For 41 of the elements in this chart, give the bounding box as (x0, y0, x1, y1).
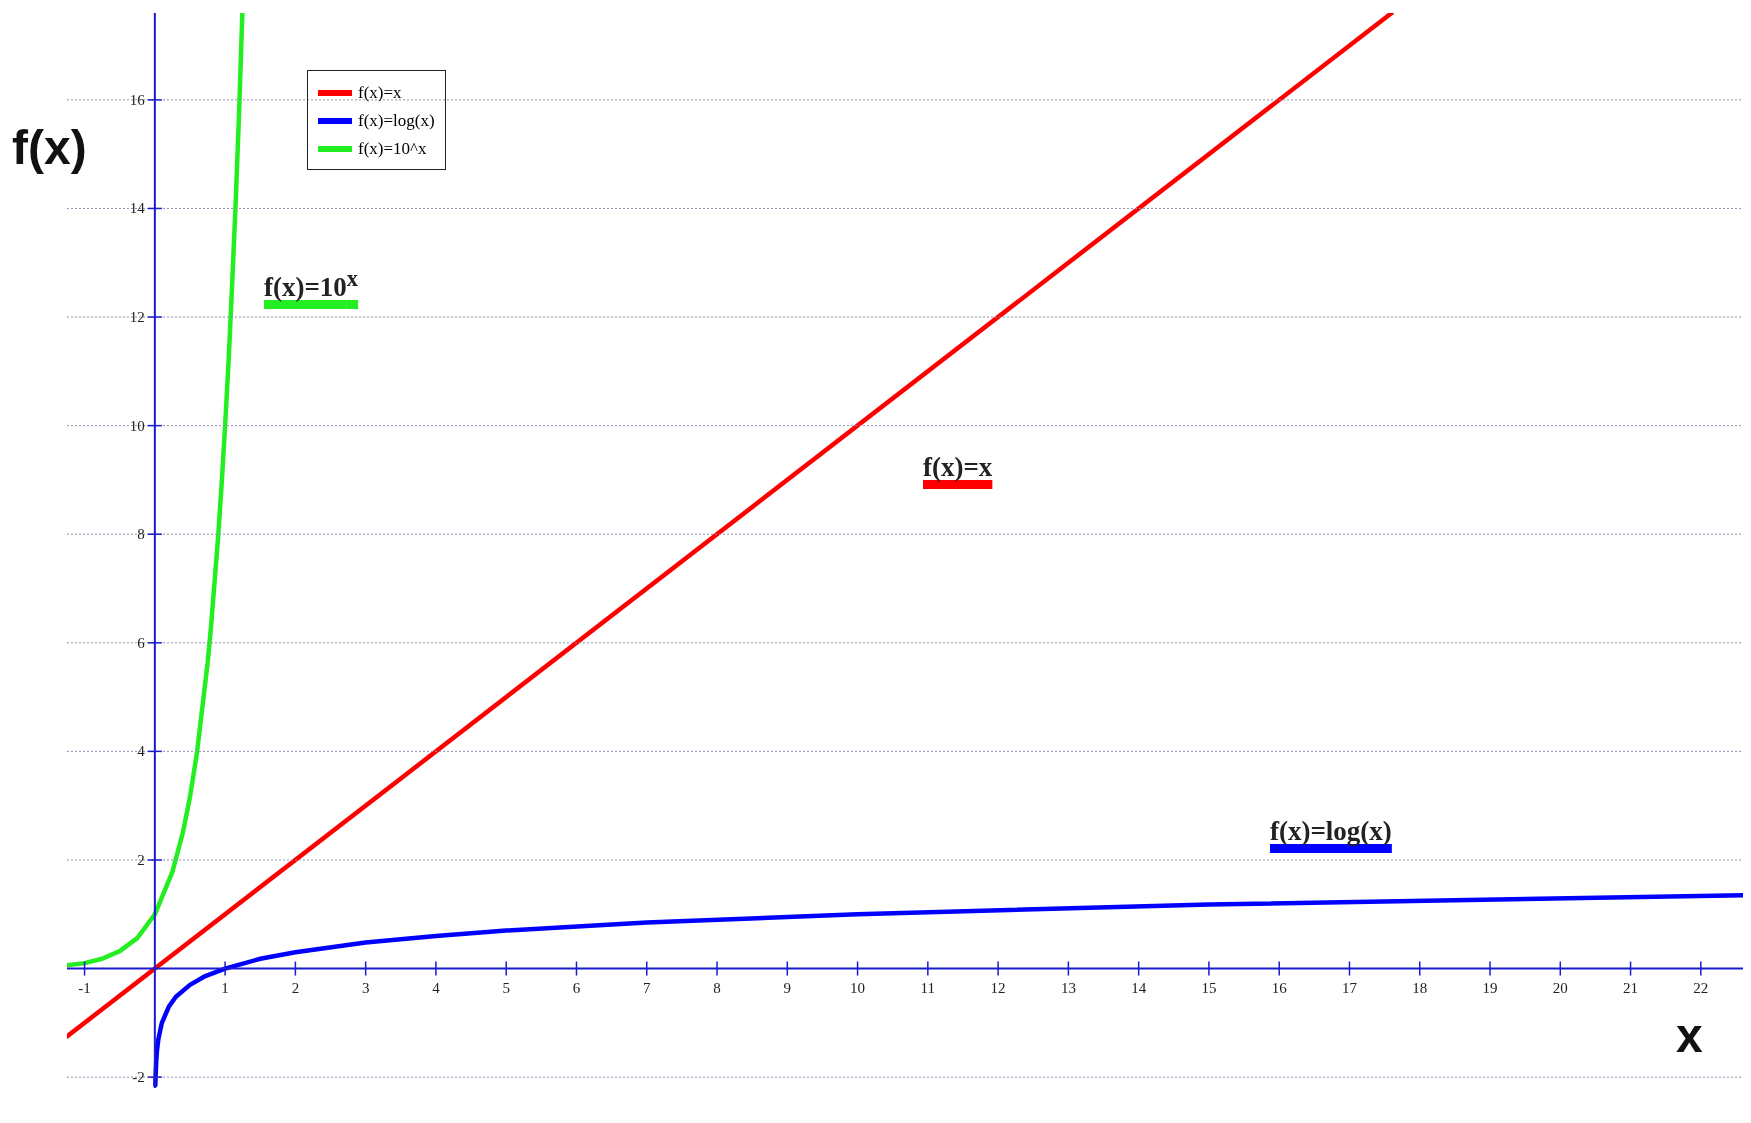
y-tick-label: 16 (129, 91, 146, 108)
x-tick-label: 21 (1623, 979, 1639, 996)
x-tick-label: 2 (291, 979, 300, 996)
x-tick-label: 13 (1060, 979, 1076, 996)
y-tick-label: -2 (132, 1069, 145, 1086)
x-tick-label: 11 (920, 979, 936, 996)
annotation: f(x)=x (923, 452, 993, 482)
x-tick-label: 15 (1201, 979, 1217, 996)
annotation: f(x)=log(x) (1270, 816, 1392, 846)
x-tick-label: 22 (1693, 979, 1709, 996)
x-tick-label: 20 (1552, 979, 1568, 996)
x-tick-label: 1 (221, 979, 229, 996)
x-tick-label: 4 (432, 979, 441, 996)
legend-label: f(x)=log(x) (358, 111, 435, 131)
x-tick-label: 19 (1482, 979, 1498, 996)
line-series (153, 893, 1743, 1088)
y-tick-label: 8 (137, 526, 145, 543)
legend-label: f(x)=10^x (358, 139, 427, 159)
y-tick-label: 10 (129, 417, 145, 434)
annotation: f(x)=10$^{x}$ (264, 266, 359, 302)
legend-label: f(x)=x (358, 83, 402, 103)
y-tick-label: 6 (137, 634, 146, 651)
x-tick-label: 8 (713, 979, 721, 996)
x-tick-label: 7 (643, 979, 651, 996)
x-tick-label: 9 (783, 979, 792, 996)
y-tick-label: 14 (129, 200, 146, 217)
x-tick-label: 5 (502, 979, 510, 996)
x-tick-label: 18 (1412, 979, 1428, 996)
y-axis-title: f(x) (12, 120, 87, 175)
y-tick-label: 4 (137, 743, 146, 760)
x-tick-label: 3 (361, 979, 370, 996)
x-tick-label: 14 (1131, 979, 1147, 996)
x-tick-label: 17 (1341, 979, 1358, 996)
y-tick-label: 2 (137, 851, 145, 868)
x-tick-label: 10 (850, 979, 866, 996)
x-tick-label: 6 (572, 979, 581, 996)
x-axis-title: x (1676, 1008, 1703, 1063)
x-tick-label: 12 (990, 979, 1006, 996)
x-tick-label: -1 (78, 979, 91, 996)
x-tick-label: 16 (1271, 979, 1288, 996)
y-tick-label: 12 (129, 309, 145, 326)
